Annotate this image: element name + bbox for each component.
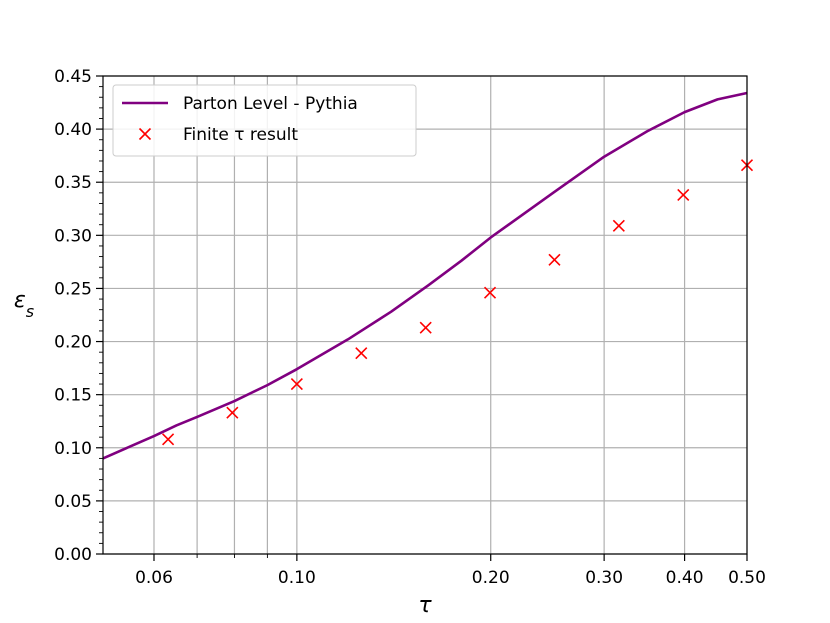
axis-ticks: 0.00 0.05 0.10 0.15 0.20 0.25 0.30 0.35 0.40 0.45… xyxy=(54,67,766,588)
x-tick-label: 0.30 xyxy=(585,568,623,588)
data-point-x-marker xyxy=(162,433,175,446)
data-point-stroke xyxy=(677,188,690,202)
y-tick-label: 0.35 xyxy=(54,173,92,193)
data-point-stroke xyxy=(162,433,175,446)
x-axis-label: τ xyxy=(418,593,432,618)
data-point-stroke xyxy=(419,321,432,334)
x-tick-label: 0.20 xyxy=(472,568,510,588)
y-tick-label: 0.20 xyxy=(54,333,92,353)
x-tick-label: 0.50 xyxy=(728,568,766,588)
x-tick-label: 0.40 xyxy=(666,568,704,588)
axes-frame xyxy=(102,75,748,555)
y-tick-label: 0.05 xyxy=(54,492,92,512)
legend-label-parton-level: Parton Level - Pythia xyxy=(183,94,358,114)
y-axis-label: εs xyxy=(14,288,34,321)
data-point-x-marker xyxy=(548,253,561,266)
data-point-stroke xyxy=(548,253,561,266)
y-axis-label-subscript: s xyxy=(26,302,34,321)
y-tick-label: 0.30 xyxy=(54,226,92,246)
legend-label-finite-result: Finite τ result xyxy=(183,125,298,145)
data-point-stroke xyxy=(226,406,239,419)
data-point-stroke xyxy=(290,377,303,391)
series-line-parton-level xyxy=(102,91,748,460)
data-point-x-marker xyxy=(419,321,432,334)
y-tick-label: 0.40 xyxy=(54,120,92,140)
legend-marker-stroke xyxy=(138,127,152,141)
data-point-x-marker xyxy=(290,377,303,391)
legend-x-marker xyxy=(138,127,152,141)
legend: Parton Level - Pythia Finite τ result xyxy=(112,84,417,157)
data-point-stroke xyxy=(483,286,497,299)
data-point-stroke xyxy=(612,219,625,232)
data-point-x-marker xyxy=(677,188,690,202)
data-point-stroke xyxy=(355,347,368,360)
data-point-x-marker xyxy=(612,219,625,232)
y-tick-label: 0.00 xyxy=(54,545,92,565)
y-tick-label: 0.45 xyxy=(54,67,92,87)
data-point-x-marker xyxy=(355,347,368,360)
y-tick-label: 0.25 xyxy=(54,279,92,299)
y-tick-label: 0.15 xyxy=(54,386,92,406)
plot-area xyxy=(102,91,754,460)
y-axis-label-symbol: ε xyxy=(14,288,26,313)
x-tick-label: 0.06 xyxy=(135,568,173,588)
y-tick-label: 0.10 xyxy=(54,439,92,459)
x-tick-label: 0.10 xyxy=(278,568,316,588)
data-point-x-marker xyxy=(483,286,497,299)
legend-box xyxy=(112,84,417,157)
data-point-x-marker xyxy=(226,406,239,419)
